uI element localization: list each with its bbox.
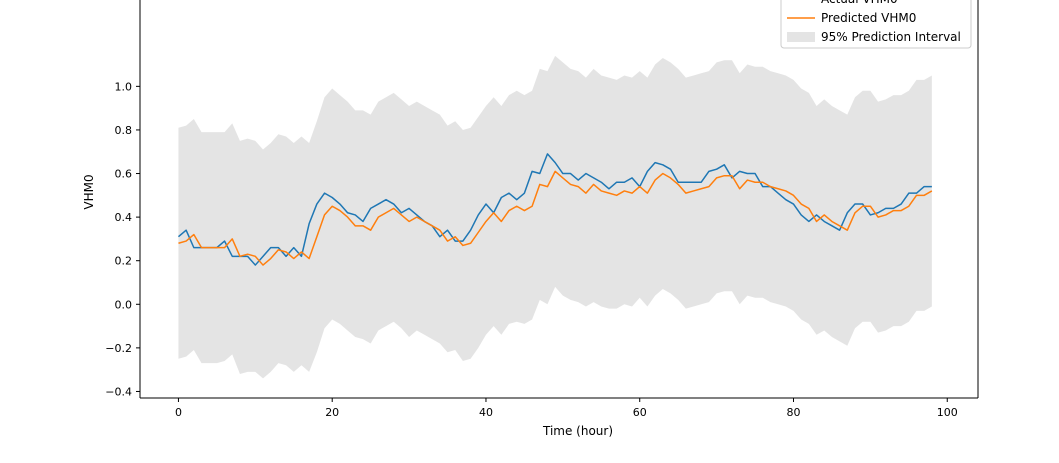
series-lines: [177, 153, 933, 266]
prediction-interval-area: [178, 55, 932, 379]
x-axis-label: Time (hour): [542, 424, 613, 438]
x-tick-label: 40: [479, 406, 493, 419]
y-tick-label: 0.6: [115, 168, 133, 181]
legend-label: Actual VHM0: [821, 0, 898, 6]
y-tick-label: −0.4: [105, 385, 132, 398]
legend-label: 95% Prediction Interval: [821, 30, 961, 44]
y-tick-label: 0.4: [115, 211, 133, 224]
x-tick-label: 60: [633, 406, 647, 419]
y-tick-label: −0.2: [105, 342, 132, 355]
legend: Actual VHM0 Predicted VHM0 95% Prediction …: [780, 0, 972, 49]
y-tick-label: 0.8: [115, 124, 133, 137]
prediction-interval-band: [178, 55, 932, 379]
y-tick-label: 0.2: [115, 255, 133, 268]
x-tick-label: 100: [937, 406, 958, 419]
legend-box: [780, 0, 972, 49]
y-tick-label: 1.0: [115, 80, 133, 93]
y-tick-label: 0.0: [115, 298, 133, 311]
legend-label: Predicted VHM0: [821, 11, 916, 25]
axes: [139, 0, 979, 399]
y-axis-label: VHM0: [82, 174, 96, 209]
x-tick-label: 80: [786, 406, 800, 419]
tick-labels: 0 20 40 60 80 100 −0.4 −0.2 0.0 0.2 0.4 0.6 0.8 1.0: [105, 80, 957, 419]
x-tick-label: 20: [325, 406, 339, 419]
legend-swatch-band: [787, 32, 815, 42]
x-tick-label: 0: [175, 406, 182, 419]
